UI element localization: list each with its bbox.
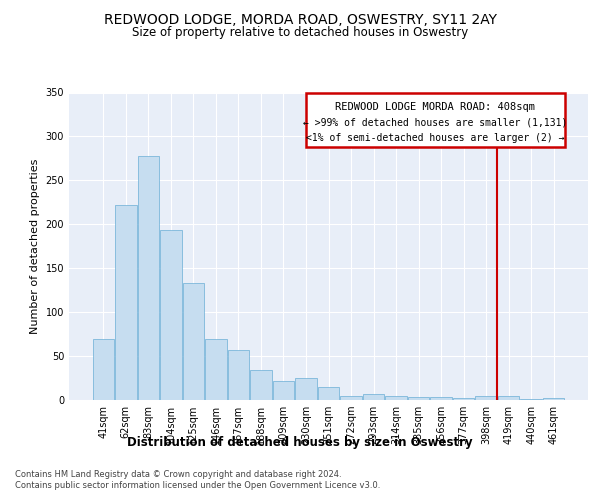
Bar xyxy=(205,338,227,400)
Text: REDWOOD LODGE, MORDA ROAD, OSWESTRY, SY11 2AY: REDWOOD LODGE, MORDA ROAD, OSWESTRY, SY1… xyxy=(104,13,497,27)
Text: Distribution of detached houses by size in Oswestry: Distribution of detached houses by size … xyxy=(127,436,473,449)
Bar xyxy=(160,230,182,400)
Bar xyxy=(475,396,497,400)
FancyBboxPatch shape xyxy=(306,92,565,147)
Text: Size of property relative to detached houses in Oswestry: Size of property relative to detached ho… xyxy=(132,26,468,39)
Bar xyxy=(453,398,475,400)
Bar xyxy=(115,205,137,400)
Bar xyxy=(250,370,272,400)
Bar xyxy=(273,380,294,400)
Bar xyxy=(520,399,542,400)
Y-axis label: Number of detached properties: Number of detached properties xyxy=(30,158,40,334)
Text: <1% of semi-detached houses are larger (2) →: <1% of semi-detached houses are larger (… xyxy=(306,134,565,143)
Text: Contains HM Land Registry data © Crown copyright and database right 2024.
Contai: Contains HM Land Registry data © Crown c… xyxy=(15,470,380,490)
Bar xyxy=(137,156,159,400)
Bar xyxy=(385,396,407,400)
Bar xyxy=(295,378,317,400)
Bar xyxy=(92,338,114,400)
Bar xyxy=(543,398,565,400)
Bar xyxy=(430,398,452,400)
Bar xyxy=(228,350,249,400)
Bar xyxy=(498,396,520,400)
Text: REDWOOD LODGE MORDA ROAD: 408sqm: REDWOOD LODGE MORDA ROAD: 408sqm xyxy=(335,102,535,112)
Bar xyxy=(318,387,339,400)
Bar xyxy=(182,283,204,400)
Bar xyxy=(340,396,362,400)
Bar xyxy=(408,398,429,400)
Text: ← >99% of detached houses are smaller (1,131): ← >99% of detached houses are smaller (1… xyxy=(303,118,568,128)
Bar xyxy=(363,394,384,400)
